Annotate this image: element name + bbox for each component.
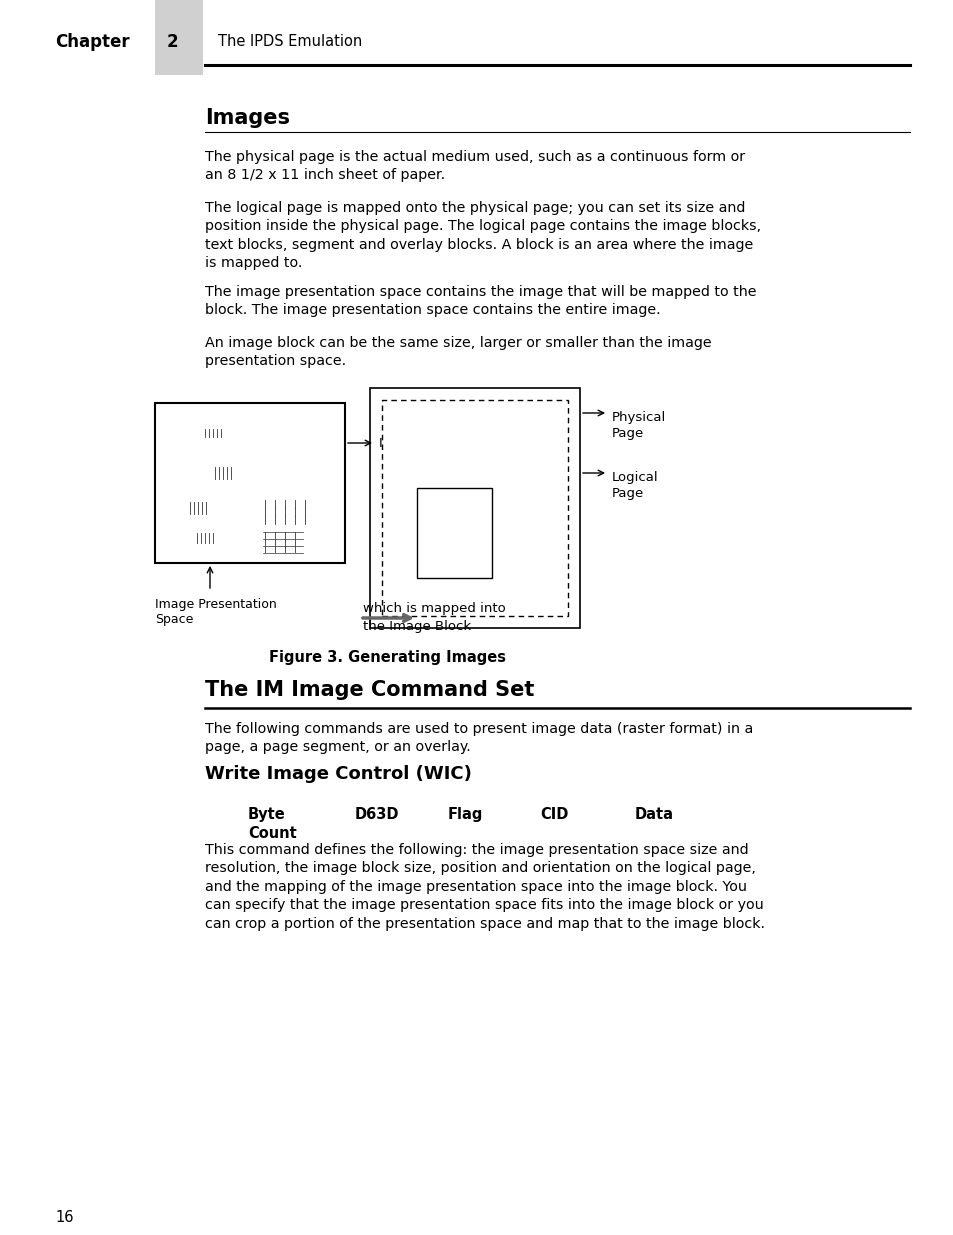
Circle shape bbox=[170, 499, 188, 517]
Circle shape bbox=[313, 462, 329, 478]
Text: Chapter: Chapter bbox=[55, 33, 130, 51]
Text: CID: CID bbox=[539, 806, 568, 823]
Bar bbox=[194, 538, 216, 543]
Bar bbox=[250, 469, 272, 480]
Text: The following commands are used to present image data (raster format) in a
page,: The following commands are used to prese… bbox=[205, 722, 753, 755]
Text: 16: 16 bbox=[55, 1210, 73, 1225]
Text: The physical page is the actual medium used, such as a continuous form or
an 8 1: The physical page is the actual medium u… bbox=[205, 149, 744, 183]
Circle shape bbox=[306, 477, 322, 493]
Circle shape bbox=[170, 529, 188, 547]
Bar bbox=[163, 427, 174, 435]
Text: D63D: D63D bbox=[355, 806, 399, 823]
Bar bbox=[179, 427, 191, 435]
Bar bbox=[205, 433, 221, 448]
Bar bbox=[420, 508, 429, 513]
Bar bbox=[381, 400, 567, 616]
Bar bbox=[234, 504, 249, 516]
Text: Images: Images bbox=[205, 107, 290, 128]
Text: Page: Page bbox=[612, 427, 643, 440]
Circle shape bbox=[456, 503, 465, 513]
Text: Page: Page bbox=[612, 487, 643, 500]
Text: 2: 2 bbox=[166, 33, 177, 51]
Bar bbox=[213, 473, 234, 479]
Text: The IPDS Emulation: The IPDS Emulation bbox=[218, 35, 362, 49]
Bar bbox=[447, 529, 460, 532]
Text: Figure 3. Generating Images: Figure 3. Generating Images bbox=[269, 650, 505, 664]
Bar bbox=[154, 0, 203, 75]
Circle shape bbox=[475, 522, 484, 534]
Circle shape bbox=[156, 529, 173, 547]
Bar bbox=[433, 508, 440, 513]
Bar bbox=[370, 388, 579, 629]
Text: This command defines the following: the image presentation space size and
resolu: This command defines the following: the … bbox=[205, 844, 764, 931]
Text: which is mapped into: which is mapped into bbox=[363, 601, 505, 615]
Circle shape bbox=[157, 463, 177, 483]
Bar bbox=[240, 534, 253, 546]
Circle shape bbox=[174, 463, 194, 483]
Text: The IM Image Command Set: The IM Image Command Set bbox=[205, 680, 534, 700]
Circle shape bbox=[298, 462, 314, 478]
Text: Write Image Control (WIC): Write Image Control (WIC) bbox=[205, 764, 472, 783]
Circle shape bbox=[427, 559, 438, 572]
Circle shape bbox=[429, 522, 440, 534]
Text: Physical: Physical bbox=[612, 411, 665, 424]
Text: The logical page is mapped onto the physical page; you can set its size and
posi: The logical page is mapped onto the phys… bbox=[205, 201, 760, 270]
Bar bbox=[234, 427, 254, 435]
Circle shape bbox=[156, 499, 173, 517]
Bar bbox=[416, 488, 492, 578]
Text: The image presentation space contains the image that will be mapped to the
block: The image presentation space contains th… bbox=[205, 285, 756, 317]
Bar bbox=[188, 508, 210, 514]
Circle shape bbox=[285, 462, 301, 478]
Bar bbox=[419, 548, 432, 552]
Text: Image: Image bbox=[378, 436, 420, 450]
Text: Data: Data bbox=[635, 806, 673, 823]
Bar bbox=[438, 546, 449, 555]
Text: Flag: Flag bbox=[448, 806, 483, 823]
Text: the Image Block: the Image Block bbox=[363, 620, 471, 634]
Bar bbox=[310, 424, 324, 435]
Bar bbox=[203, 429, 225, 437]
Text: Logical: Logical bbox=[612, 471, 658, 484]
Text: An image block can be the same size, larger or smaller than the image
presentati: An image block can be the same size, lar… bbox=[205, 336, 711, 368]
Circle shape bbox=[416, 559, 429, 572]
Circle shape bbox=[446, 503, 456, 513]
Circle shape bbox=[292, 477, 308, 493]
Text: Byte
Count: Byte Count bbox=[248, 806, 296, 841]
Circle shape bbox=[465, 522, 476, 534]
Text: Space: Space bbox=[154, 613, 193, 626]
Bar bbox=[154, 403, 345, 563]
Bar bbox=[443, 566, 456, 569]
Circle shape bbox=[418, 522, 431, 534]
Text: Image Presentation: Image Presentation bbox=[154, 598, 276, 611]
Bar bbox=[250, 454, 272, 466]
